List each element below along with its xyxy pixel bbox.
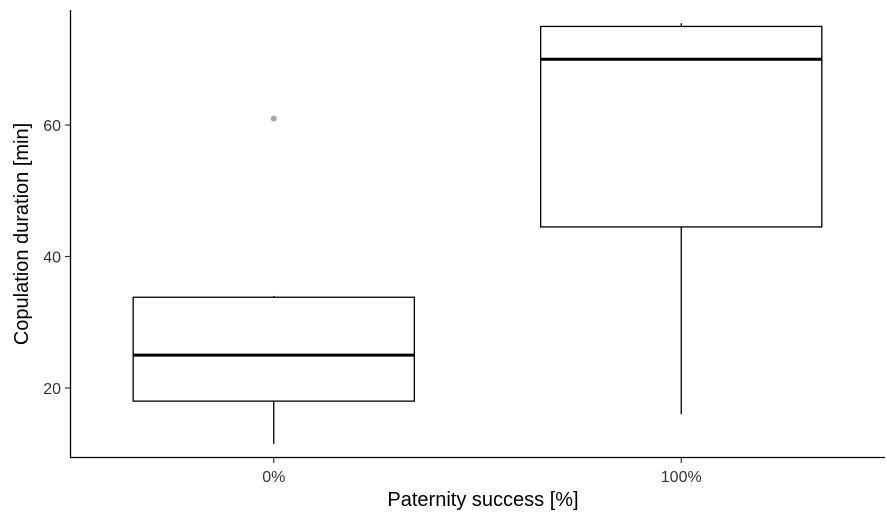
box-iqr bbox=[541, 26, 822, 226]
y-axis-title: Copulation duration [min] bbox=[11, 123, 33, 345]
outlier-point bbox=[271, 115, 277, 121]
box-hundred-percent bbox=[541, 23, 822, 414]
x-axis-title: Paternity success [%] bbox=[387, 489, 578, 511]
x-axis-ticks: 0% 100% bbox=[262, 458, 702, 486]
plot-area bbox=[133, 23, 822, 444]
x-tick-label: 100% bbox=[661, 469, 702, 486]
y-tick-label: 60 bbox=[43, 118, 61, 135]
y-tick-label: 40 bbox=[43, 250, 61, 267]
x-tick-label: 0% bbox=[262, 469, 285, 486]
y-axis-ticks: 20 40 60 bbox=[43, 118, 70, 398]
y-tick-label: 20 bbox=[43, 381, 61, 398]
box-iqr bbox=[133, 297, 414, 401]
box-zero-percent bbox=[133, 115, 414, 443]
